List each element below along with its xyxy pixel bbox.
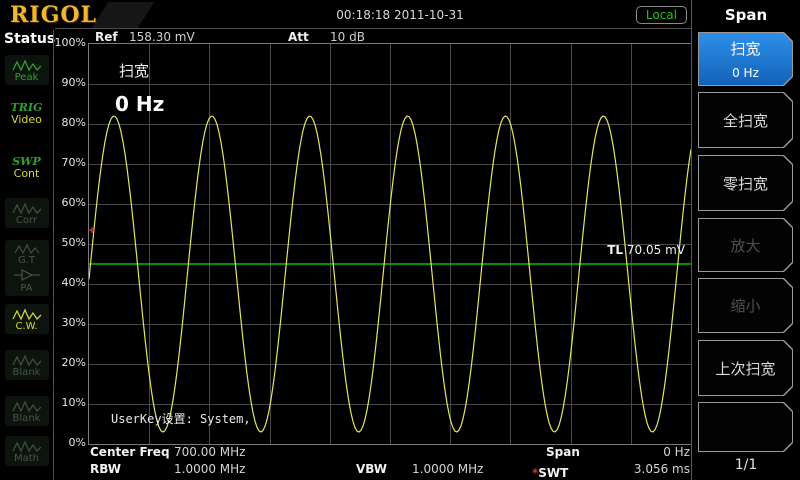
y-tick: 0% xyxy=(68,436,86,449)
math-waveform-icon xyxy=(11,440,41,453)
attenuation-value: 10 dB xyxy=(330,30,365,44)
status-panel-title: Status xyxy=(4,31,56,47)
status-item-corr: Corr xyxy=(3,198,50,228)
status-item-trig: TRIG Video xyxy=(3,102,50,126)
trace-plot xyxy=(89,44,691,444)
status-item-label: TRIG xyxy=(10,101,43,114)
status-item-label: Blank xyxy=(12,413,41,424)
attenuation-label: Att xyxy=(288,30,309,44)
graph-area: 扫宽 0 Hz TL 70.05 mV UserKey设置: System, xyxy=(88,43,692,445)
status-item-label: Math xyxy=(13,453,39,464)
trigger-level-value: 70.05 mV xyxy=(626,243,685,257)
y-tick: 100% xyxy=(54,36,86,49)
menu-divider xyxy=(691,0,692,480)
softkey-label: 扫宽 xyxy=(730,40,761,58)
status-item-swp: SWP Cont xyxy=(3,156,50,180)
swt-label-group: *SWT xyxy=(532,462,568,480)
y-tick: 90% xyxy=(61,76,86,89)
status-item-label: Blank xyxy=(12,367,41,378)
cw-waveform-icon xyxy=(11,308,41,321)
y-tick: 60% xyxy=(61,196,86,209)
span-readout-value: 0 Hz xyxy=(663,445,690,459)
softkey-last-span[interactable]: 上次扫宽 xyxy=(698,340,793,396)
softkey-zoom-in[interactable]: 放大 xyxy=(698,218,793,272)
softkey-zoom-out[interactable]: 缩小 xyxy=(698,278,793,333)
logo-swoosh xyxy=(91,2,155,28)
active-function-label: 扫宽 xyxy=(119,62,150,80)
status-item-math: Math xyxy=(3,436,50,466)
rbw-label: RBW xyxy=(90,462,121,476)
userkey-message: UserKey设置: System, xyxy=(111,412,251,426)
swt-value: 3.056 ms xyxy=(633,462,690,476)
menu-title: Span xyxy=(724,6,768,24)
uncal-asterisk-icon: * xyxy=(532,466,539,480)
status-item-label: PA xyxy=(20,283,33,294)
status-item-value: Cont xyxy=(13,167,40,180)
status-item-peak: Peak xyxy=(3,55,50,85)
y-tick: 80% xyxy=(61,116,86,129)
softkey-zero-span[interactable]: 零扫宽 xyxy=(698,155,793,211)
blank-waveform-icon xyxy=(11,354,41,367)
softkey-label: 全扫宽 xyxy=(722,111,768,130)
clock-display: 00:18:18 2011-10-31 xyxy=(336,8,464,22)
gate-trigger-waveform-icon xyxy=(13,243,39,255)
y-tick: 10% xyxy=(61,396,86,409)
ref-level-value: 158.30 mV xyxy=(129,30,195,44)
rigol-logo: RIGOL xyxy=(10,2,97,28)
status-item-cw: C.W. xyxy=(3,304,50,334)
status-item-value: Video xyxy=(11,113,42,126)
status-item-blank2: Blank xyxy=(3,396,50,426)
softkey-label: 上次扫宽 xyxy=(715,359,776,378)
y-tick: 20% xyxy=(61,356,86,369)
status-item-pa: PA xyxy=(3,264,50,296)
softkey-label: 缩小 xyxy=(730,297,761,315)
menu-page-indicator: 1/1 xyxy=(734,457,758,473)
y-tick: 40% xyxy=(61,276,86,289)
vbw-value: 1.0000 MHz xyxy=(412,462,484,476)
preamp-icon xyxy=(13,268,40,282)
local-mode-badge: Local xyxy=(635,6,687,24)
softkey-label: 放大 xyxy=(730,236,761,255)
status-item-label: SWP xyxy=(12,155,41,168)
softkey-span[interactable]: 扫宽 0 Hz xyxy=(698,32,793,86)
status-item-blank1: Blank xyxy=(3,350,50,380)
peak-waveform-icon xyxy=(11,59,41,72)
y-tick: 50% xyxy=(61,236,86,249)
vbw-label: VBW xyxy=(356,462,388,476)
status-item-label: Corr xyxy=(15,215,38,226)
softkey-full-span[interactable]: 全扫宽 xyxy=(698,92,793,148)
status-item-gt: G.T xyxy=(3,240,50,268)
swt-label: SWT xyxy=(538,466,569,480)
blank-waveform-icon xyxy=(11,400,41,413)
softkey-sublabel: 0 Hz xyxy=(732,66,759,80)
status-divider xyxy=(53,30,54,480)
status-item-label: Peak xyxy=(14,72,39,83)
active-function-value: 0 Hz xyxy=(115,92,165,116)
trigger-level-readout: TL 70.05 mV xyxy=(607,243,685,257)
softkey-empty[interactable] xyxy=(698,402,793,452)
topbar-divider xyxy=(55,28,691,29)
trigger-level-label: TL xyxy=(607,243,624,257)
center-freq-value: 700.00 MHz xyxy=(174,445,246,459)
y-tick: 70% xyxy=(61,156,86,169)
softkey-label: 零扫宽 xyxy=(722,174,768,193)
status-item-label: G.T xyxy=(17,255,36,266)
center-freq-label: Center Freq xyxy=(90,445,170,459)
ref-level-label: Ref xyxy=(95,30,118,44)
span-readout-label: Span xyxy=(546,445,580,459)
corr-waveform-icon xyxy=(11,202,41,215)
rbw-value: 1.0000 MHz xyxy=(174,462,246,476)
status-item-label: C.W. xyxy=(15,321,38,332)
y-tick: 30% xyxy=(61,316,86,329)
